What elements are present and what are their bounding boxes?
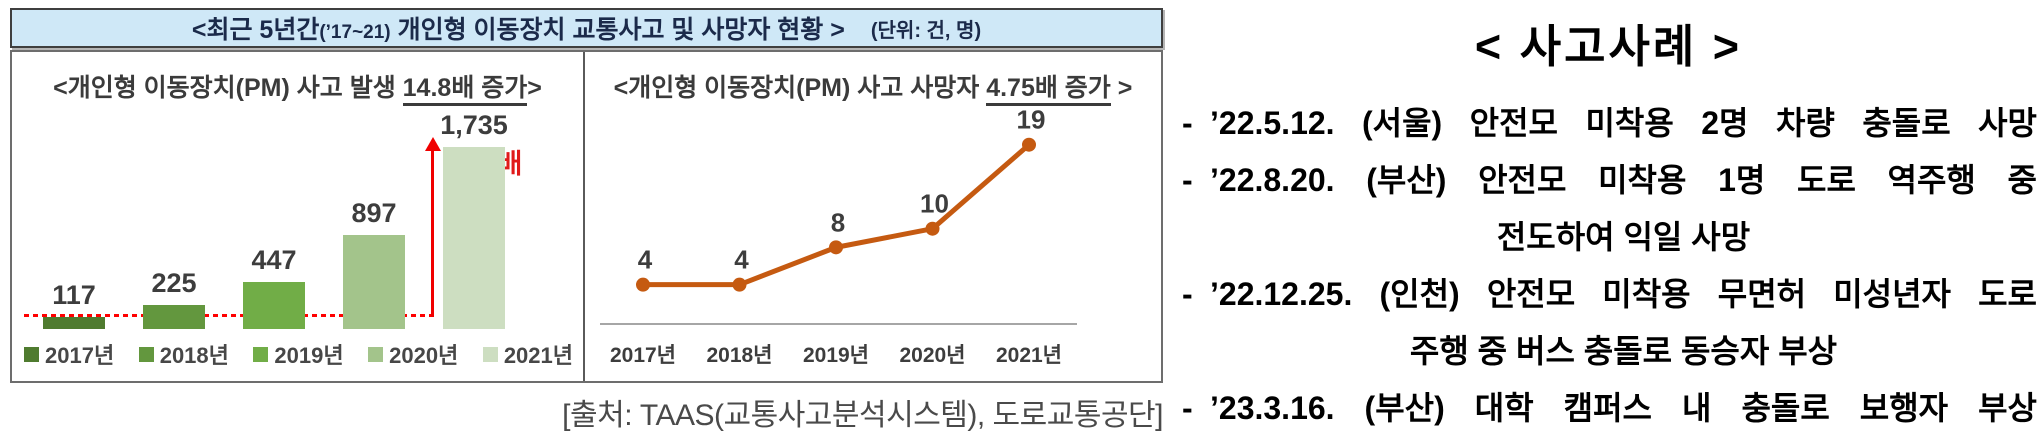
bar-2021년 <box>443 147 505 329</box>
data-point-2018년 <box>732 277 747 292</box>
x-tick-label: 2020년 <box>899 344 965 367</box>
case-line: 주행 중 버스 충돌로 동승자 부상 <box>1409 333 1838 369</box>
bar-2017년 <box>43 316 105 329</box>
deaths-line-chart-panel: <개인형 이동장치(PM) 사고 사망자 4.75배 증가 > 4 2017년 4 2… <box>585 52 1161 381</box>
bar-slot-2019년: 447 <box>224 104 324 329</box>
statistics-header: <최근 5년간(’17~21) 개인형 이동장치 교통사고 및 사망자 현황 >… <box>10 8 1163 48</box>
point-value-label: 19 <box>1017 105 1046 135</box>
bar-slot-2017년: 117 <box>24 104 124 329</box>
legend-label: 2021년 <box>503 343 573 368</box>
legend-item-2018년: 2018년 <box>138 338 229 370</box>
charts-panel: <개인형 이동장치(PM) 사고 발생 14.8배 증가> 14.8배 1172… <box>10 50 1163 383</box>
case-entry-1: - ’22.5.12. (서울) 안전모 미착용 2명 차량 충돌로 사망 <box>1180 95 2037 152</box>
x-tick-label: 2017년 <box>610 344 676 367</box>
legend-item-2021년: 2021년 <box>482 338 573 370</box>
legend-swatch <box>482 346 498 362</box>
source-citation: [출처: TAAS(교통사고분석시스템), 도로교통공단] <box>562 399 1163 432</box>
arrow-head <box>424 137 441 152</box>
bar-value-label: 897 <box>351 197 397 228</box>
bar-chart-title-emphasis: 14.8배 증가 <box>402 74 528 106</box>
bar-slot-2021년: 1,735 <box>424 104 524 329</box>
bar-value-label: 225 <box>151 268 197 299</box>
data-point-2019년 <box>829 240 843 255</box>
legend-swatch <box>253 346 269 362</box>
bar-value-label: 447 <box>251 245 297 276</box>
case-entry-2: - ’22.8.20. (부산) 안전모 미착용 1명 도로 역주행 중 전도하… <box>1180 152 2037 266</box>
x-tick-label: 2019년 <box>803 344 869 367</box>
statistics-section: <최근 5년간(’17~21) 개인형 이동장치 교통사고 및 사망자 현황 >… <box>10 8 1164 434</box>
x-tick-label: 2018년 <box>706 344 772 367</box>
bar-chart-title: <개인형 이동장치(PM) 사고 발생 14.8배 증가> <box>12 68 583 106</box>
title-year-range: (’17~21) <box>319 22 391 43</box>
case-bullet: - <box>1182 276 1193 312</box>
bar-value-label: 117 <box>52 279 96 310</box>
bar-slot-2018년: 225 <box>124 104 224 329</box>
bar-slot-2020년: 897 <box>324 104 424 329</box>
legend-swatch <box>24 346 39 362</box>
statistics-title: <최근 5년간(’17~21) 개인형 이동장치 교통사고 및 사망자 현황 > <box>191 16 845 44</box>
case-line: 전도하여 익일 사망 <box>1496 219 1751 255</box>
case-line: ’22.8.20. (부산) 안전모 미착용 1명 도로 역주행 중 <box>1210 162 2037 198</box>
legend-item-2017년: 2017년 <box>24 338 114 370</box>
case-entry-3: - ’22.12.25. (인천) 안전모 미착용 무면허 미성년자 도로 주행… <box>1180 266 2037 380</box>
case-entry-4: - ’23.3.16. (부산) 대학 캠퍼스 내 충돌로 보행자 부상 <box>1180 380 2037 437</box>
data-point-2017년 <box>636 277 650 292</box>
data-point-2020년 <box>925 221 940 236</box>
bar-2018년 <box>143 305 205 329</box>
legend-swatch <box>368 346 384 362</box>
line-chart-plot: 4 2017년 4 2018년 8 2019년 10 2020년 19 2021년 <box>600 105 1077 367</box>
bar-2020년 <box>343 234 405 329</box>
case-bullet: - <box>1182 390 1193 426</box>
case-bullet: - <box>1182 162 1193 198</box>
data-point-2021년 <box>1022 137 1036 152</box>
legend-item-2020년: 2020년 <box>368 338 458 370</box>
growth-arrow <box>424 137 441 317</box>
case-line: ’22.12.25. (인천) 안전모 미착용 무면허 미성년자 도로 <box>1210 276 2037 312</box>
legend-label: 2020년 <box>389 343 459 368</box>
baseline-dashed-line <box>24 313 433 317</box>
bar-value-label: 1,735 <box>440 110 508 140</box>
legend-label: 2019년 <box>274 343 344 368</box>
bar-chart-legend: 2017년 2018년 2019년 2020년 2021년 <box>24 338 573 370</box>
legend-swatch <box>138 346 154 362</box>
legend-label: 2018년 <box>159 343 229 368</box>
bar-2019년 <box>243 282 305 329</box>
point-value-label: 4 <box>734 245 749 275</box>
cases-heading: < 사고사례 > <box>1474 21 1743 72</box>
point-value-label: 10 <box>920 189 949 219</box>
case-line: ’23.3.16. (부산) 대학 캠퍼스 내 충돌로 보행자 부상 <box>1210 390 2037 426</box>
point-value-label: 8 <box>831 207 845 237</box>
legend-item-2019년: 2019년 <box>253 338 344 370</box>
line-chart-title-emphasis: 4.75배 증가 <box>986 74 1111 106</box>
case-line: ’22.5.12. (서울) 안전모 미착용 2명 차량 충돌로 사망 <box>1210 105 2037 141</box>
legend-label: 2017년 <box>45 343 115 368</box>
unit-label: (단위: 건, 명) <box>870 19 982 42</box>
point-value-label: 4 <box>638 245 653 275</box>
accident-cases-section: < 사고사례 > - ’22.5.12. (서울) 안전모 미착용 2명 차량 … <box>1180 6 2037 437</box>
case-bullet: - <box>1182 105 1193 141</box>
x-tick-label: 2021년 <box>996 344 1062 367</box>
accidents-bar-chart-panel: <개인형 이동장치(PM) 사고 발생 14.8배 증가> 14.8배 1172… <box>12 52 585 381</box>
line-chart-title: <개인형 이동장치(PM) 사고 사망자 4.75배 증가 > <box>585 68 1161 106</box>
